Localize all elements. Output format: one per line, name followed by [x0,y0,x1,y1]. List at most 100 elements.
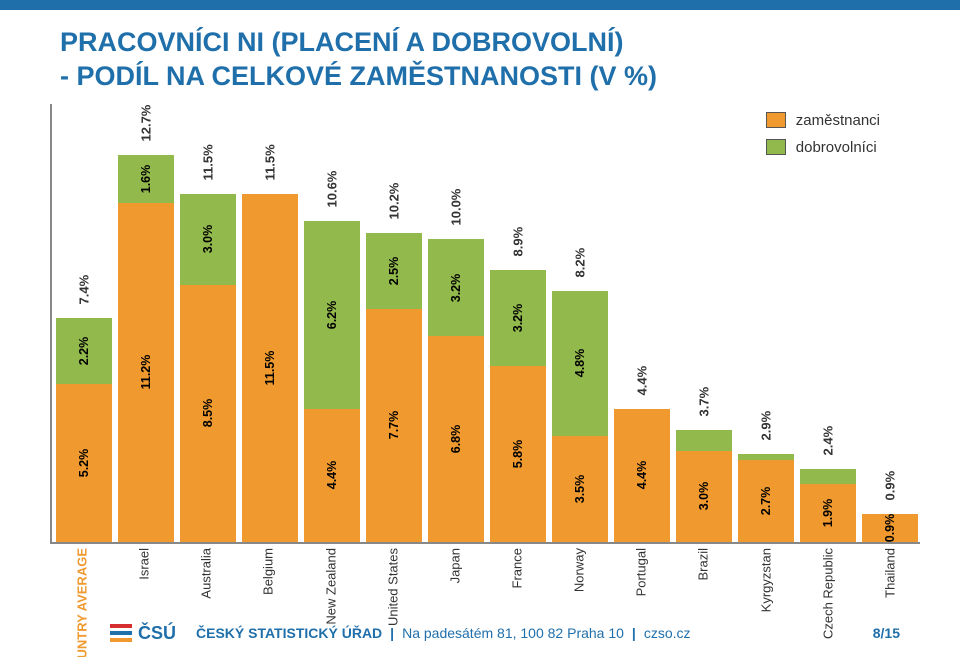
bar-segment-label: 3.2% [449,274,463,303]
bar-segment-employees: 8.5% [180,285,236,542]
bar-segment-employees: 11.2% [118,203,174,541]
x-axis-label: Australia [199,548,214,599]
bar-column: 11.5%3.0%8.5% [180,194,236,541]
x-axis-item: Australia [178,544,234,604]
x-axis-item: Portugal [613,544,669,604]
bar-segment-label: 1.9% [821,499,835,528]
bar-segment-volunteers: 2.2% [56,318,112,384]
bar-total-label: 3.7% [697,387,712,417]
x-axis-item: Belgium [240,544,296,604]
x-axis-item: Norway [551,544,607,604]
x-axis-label: Norway [572,548,587,592]
header-bar [0,0,960,10]
bar-column: 8.2%4.8%3.5% [552,291,608,542]
logo: ČSÚ [110,623,176,644]
bar-segment-label: 3.2% [511,304,525,333]
bar-segment-label: 4.8% [573,349,587,378]
bar-column: 10.2%2.5%7.7% [366,233,422,541]
x-axis-item: 13-COUNTRY AVERAGE [54,544,110,604]
bar-column: 0.9%0.9% [862,514,918,541]
x-axis-label: Portugal [634,548,649,596]
bar-total-label: 8.2% [573,248,588,278]
bar-total-label: 2.4% [821,426,836,456]
bar-column: 10.0%3.2%6.8% [428,239,484,541]
bar-segment-volunteers: 1.6% [118,155,174,203]
bar-segment-employees: 6.8% [428,336,484,541]
bar-total-label: 2.9% [759,411,774,441]
bar-column: 2.9%2.7% [738,454,794,542]
page-title: PRACOVNÍCI NI (PLACENÍ A DOBROVOLNÍ) - P… [0,10,960,98]
x-axis-item: Brazil [675,544,731,604]
bars-container: 7.4%2.2%5.2%12.7%1.6%11.2%11.5%3.0%8.5%1… [54,104,920,542]
bar-segment-label: 3.0% [697,482,711,511]
bar-segment-employees: 2.7% [738,460,794,542]
bar-segment-label: 11.2% [139,355,153,390]
bar-segment-employees: 4.4% [304,409,360,542]
bar-column: 4.4%4.4% [614,409,670,542]
footer-sep-2: | [632,625,636,641]
bar-total-label: 8.9% [511,227,526,257]
bar-segment-volunteers: 2.5% [366,233,422,309]
bar-total-label: 10.0% [449,189,464,226]
logo-bars-icon [110,624,132,642]
bar-segment-label: 3.5% [573,474,587,503]
bar-segment-volunteers: 3.2% [490,270,546,367]
x-axis-label: United States [385,548,400,626]
title-line-2: - PODÍL NA CELKOVÉ ZAMĚSTNANOSTI (V %) [60,61,657,91]
x-axis-label: Japan [447,548,462,583]
bar-segment-label: 0.9% [883,514,897,543]
bar-total-label: 11.5% [263,144,278,180]
bar-segment-volunteers: 3.0% [180,194,236,285]
x-axis-item: Kyrgyzstan [738,544,794,604]
bar-column: 7.4%2.2%5.2% [56,318,112,542]
x-axis-label: France [510,548,525,588]
bar-segment-employees: 0.9% [862,514,918,541]
chart-area: zaměstnanci dobrovolníci 7.4%2.2%5.2%12.… [50,104,920,604]
bar-column: 8.9%3.2%5.8% [490,270,546,542]
bar-segment-employees: 3.0% [676,451,732,542]
logo-text: ČSÚ [138,623,176,644]
bar-segment-label: 7.7% [387,411,401,440]
plot-region: 7.4%2.2%5.2%12.7%1.6%11.2%11.5%3.0%8.5%1… [50,104,920,544]
x-axis-label: Brazil [696,548,711,581]
x-axis: 13-COUNTRY AVERAGE Israel Australia Belgium… [52,544,920,604]
footer-org: ČESKÝ STATISTICKÝ ÚŘAD [196,625,382,641]
bar-column: 11.5%11.5% [242,194,298,541]
bar-segment-employees: 5.8% [490,366,546,541]
bar-segment-label: 2.7% [759,486,773,515]
bar-segment-volunteers: 4.8% [552,291,608,436]
x-axis-item: Thailand [862,544,918,604]
bar-total-label: 4.4% [635,365,650,395]
x-axis-label: New Zealand [323,548,338,625]
bar-column: 10.6%6.2%4.4% [304,221,360,541]
x-axis-item: France [489,544,545,604]
footer-address: Na padesátém 81, 100 82 Praha 10 [402,625,624,641]
footer: ČSÚ ČESKÝ STATISTICKÝ ÚŘAD | Na padesáté… [0,619,960,647]
x-axis-label: Israel [137,548,152,580]
bar-segment-label: 2.2% [77,337,91,366]
bar-segment-employees: 3.5% [552,436,608,542]
x-axis-item: New Zealand [303,544,359,604]
x-axis-item: Czech Republic [800,544,856,604]
bar-total-label: 10.6% [325,171,340,208]
bar-segment-employees: 1.9% [800,484,856,541]
bar-segment-volunteers [676,430,732,451]
bar-segment-employees: 11.5% [242,194,298,541]
bar-segment-label: 1.6% [139,165,153,194]
bar-segment-volunteers: 6.2% [304,221,360,408]
bar-segment-label: 5.2% [77,449,91,478]
footer-site: czso.cz [644,625,691,641]
bar-total-label: 11.5% [201,144,216,180]
bar-segment-label: 11.5% [263,350,277,385]
x-axis-label: Thailand [882,548,897,598]
bar-segment-volunteers [800,469,856,484]
x-axis-label: Belgium [261,548,276,595]
bar-column: 3.7%3.0% [676,430,732,542]
bar-column: 2.4%1.9% [800,469,856,541]
bar-segment-label: 5.8% [511,440,525,469]
bar-segment-volunteers: 3.2% [428,239,484,336]
x-axis-item: United States [365,544,421,604]
bar-segment-label: 4.4% [635,461,649,490]
page-number: 8/15 [873,625,900,641]
bar-segment-label: 4.4% [325,461,339,490]
